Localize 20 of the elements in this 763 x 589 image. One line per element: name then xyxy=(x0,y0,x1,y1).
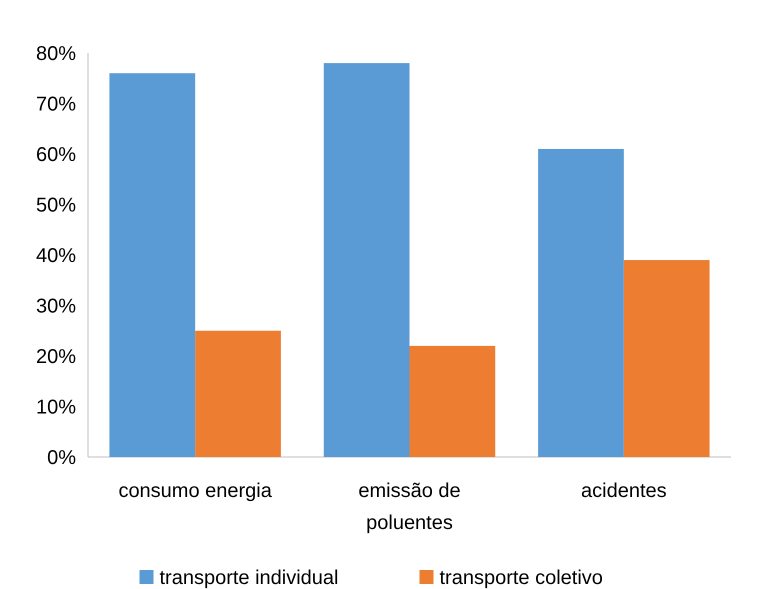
bar xyxy=(538,148,624,457)
y-tick-label: 0% xyxy=(47,447,76,469)
y-tick-label: 70% xyxy=(36,94,76,116)
bar xyxy=(324,63,410,457)
x-tick-label: emissão de poluentes xyxy=(358,480,461,534)
legend-label: transporte individual xyxy=(160,567,338,589)
bar xyxy=(109,73,196,457)
y-tick-label: 20% xyxy=(36,346,76,368)
y-tick-label: 10% xyxy=(36,396,76,418)
y-tick-label: 60% xyxy=(36,144,76,166)
y-tick-label: 50% xyxy=(36,194,76,216)
legend-label: transporte coletivo xyxy=(440,567,603,589)
bar xyxy=(410,346,496,457)
x-tick-label: acidentes xyxy=(581,480,667,502)
bar xyxy=(624,260,710,457)
x-tick-label: consumo energia xyxy=(118,480,273,502)
y-tick-label: 30% xyxy=(36,296,76,318)
y-tick-label: 80% xyxy=(36,43,76,65)
y-tick-label: 40% xyxy=(36,245,76,267)
bar xyxy=(195,330,281,457)
